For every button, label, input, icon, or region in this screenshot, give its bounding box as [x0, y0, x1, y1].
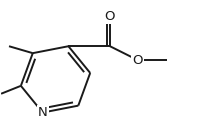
Text: N: N — [38, 106, 48, 119]
Text: O: O — [132, 54, 143, 67]
Text: O: O — [105, 10, 115, 23]
